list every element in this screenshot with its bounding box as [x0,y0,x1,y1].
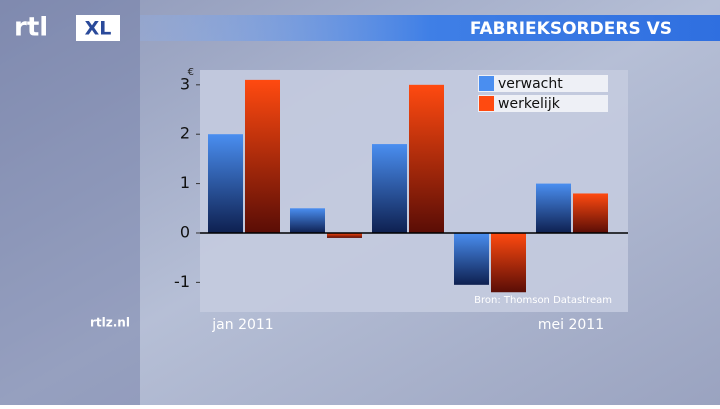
logo-badge: XL [85,18,112,40]
y-unit: € [188,67,194,78]
legend-label: werkelijk [498,96,561,112]
bar [454,232,489,285]
legend-swatch [479,76,494,91]
bar [290,208,325,233]
bar [573,193,608,233]
logo: rtl [14,13,48,43]
legend-label: verwacht [498,76,563,92]
photo-left [0,0,140,405]
legend-row [478,75,608,92]
bar [536,183,571,233]
legend-swatch [479,96,494,111]
source: Bron: Thomson Datastream [474,295,612,306]
bar [245,79,280,233]
y-tick-label: -1 [174,272,190,291]
y-tick-label: 1 [180,173,190,192]
plot: 3 2 1 0 -1 jan 2011 mei 2011 verwacht werkelijk [174,74,628,333]
chart-title: FABRIEKSORDERS VS [470,19,672,39]
x-tick-label: jan 2011 [211,317,273,333]
bar [327,232,362,238]
bar [491,232,526,293]
logo-badge-box [76,15,120,41]
bar [409,84,444,233]
title-bar [140,15,720,41]
x-tick-label: mei 2011 [538,317,604,333]
legend-row [478,95,608,112]
y-tick-label: 0 [180,222,190,241]
y-tick-label: 2 [180,124,190,143]
site: rtlz.nl [90,316,130,330]
y-tick-label: 3 [180,74,190,93]
bar [372,144,407,233]
bar [208,134,243,233]
